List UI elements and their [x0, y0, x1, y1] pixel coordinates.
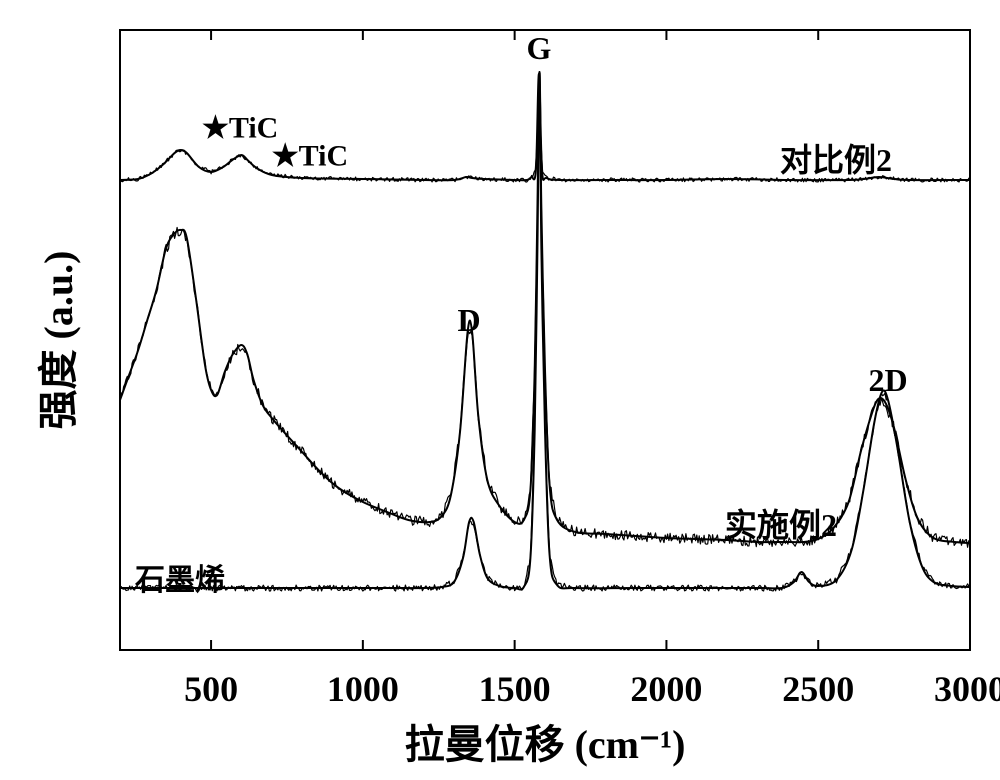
y-axis-label: 强度 (a.u.) [26, 251, 84, 430]
x-tick-label: 2500 [782, 668, 854, 710]
x-axis-label: 拉曼位移 (cm⁻¹) [405, 712, 686, 770]
x-tick-label: 1500 [479, 668, 551, 710]
peak-label-G: G [526, 30, 551, 67]
peak-label-2D: 2D [868, 362, 907, 399]
x-tick-label: 500 [184, 668, 238, 710]
peak-label-TiC: ★TiC [272, 139, 348, 174]
chart-svg [0, 0, 1000, 775]
curve-label: 实施例2 [725, 500, 837, 546]
curve-label: 对比例2 [780, 135, 892, 181]
curve-label: 石墨烯 [135, 555, 225, 599]
peak-label-TiC: ★TiC [202, 111, 278, 146]
x-tick-label: 1000 [327, 668, 399, 710]
x-tick-label: 3000 [934, 668, 1000, 710]
raman-chart: 强度 (a.u.) 拉曼位移 (cm⁻¹) 500 1000 1500 2000 250… [0, 0, 1000, 775]
x-tick-label: 2000 [630, 668, 702, 710]
peak-label-D: D [458, 302, 481, 339]
